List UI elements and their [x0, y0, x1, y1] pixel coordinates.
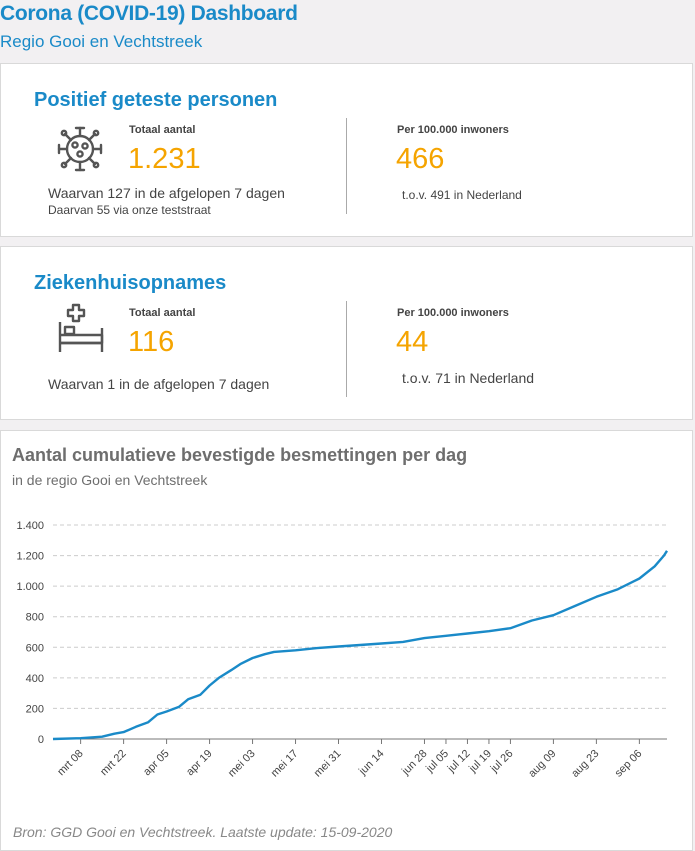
chart-title: Aantal cumulatieve bevestigde besmetting…	[12, 445, 468, 465]
source-note: Bron: GGD Gooi en Vechtstreek. Laatste u…	[13, 824, 393, 840]
y-tick-label: 800	[26, 612, 44, 624]
hospital-title: Ziekenhuisopnames	[34, 272, 227, 294]
positive-total-value: 1.231	[128, 143, 201, 175]
divider	[346, 301, 347, 397]
positive-per100k-note: t.o.v. 491 in Nederland	[402, 188, 522, 202]
x-tick-label: jul 05	[423, 748, 451, 776]
x-tick-label: mei 17	[269, 748, 301, 780]
divider	[346, 118, 347, 214]
hospital-per100k-label: Per 100.000 inwoners	[397, 307, 509, 319]
x-tick-label: mrt 22	[98, 748, 129, 779]
virus-icon	[57, 126, 103, 172]
y-tick-label: 1.000	[16, 581, 44, 593]
page-subtitle: Regio Gooi en Vechtstreek	[0, 32, 203, 51]
hospital-per100k-note: t.o.v. 71 in Nederland	[402, 370, 535, 386]
hospital-note-7days: Waarvan 1 in de afgelopen 7 dagen	[48, 376, 270, 392]
x-tick-label: apr 19	[184, 748, 215, 779]
y-tick-label: 1.200	[16, 551, 44, 563]
positive-note-teststraat: Daarvan 55 via onze teststraat	[48, 203, 211, 217]
hospital-total-value: 116	[128, 326, 175, 358]
y-tick-label: 600	[26, 642, 44, 654]
x-tick-label: jun 14	[356, 748, 386, 778]
hospital-per100k-value: 44	[396, 326, 429, 358]
chart-subtitle: in de regio Gooi en Vechtstreek	[12, 472, 208, 488]
x-tick-label: mei 31	[312, 748, 344, 780]
x-tick-label: apr 05	[141, 748, 172, 779]
x-tick-label: aug 09	[526, 748, 558, 780]
x-tick-label: jul 19	[466, 748, 494, 776]
cumulative-chart: 0 200 400 600 800 1.000 1.200 1.400 mrt 08 mrt 22…	[16, 520, 669, 780]
hospital-total-label: Totaal aantal	[129, 307, 196, 319]
x-tick-label: aug 23	[569, 748, 601, 780]
y-tick-label: 1.400	[16, 520, 44, 532]
positive-tests-card: Positief geteste personen Totaal aantal …	[0, 63, 693, 237]
x-tick-label: mrt 08	[55, 748, 86, 779]
page-title: Corona (COVID-19) Dashboard	[0, 2, 298, 25]
x-tick-label: sep 06	[613, 748, 645, 780]
hospital-card: Ziekenhuisopnames Totaal aantal 116 Waar…	[0, 246, 693, 420]
x-tick-label: jul 26	[488, 748, 516, 776]
positive-note-7days: Waarvan 127 in de afgelopen 7 dagen	[48, 185, 285, 201]
x-tick-label: mei 03	[226, 748, 258, 780]
x-tick-label: jun 28	[399, 748, 429, 778]
hospital-bed-icon	[58, 303, 104, 352]
positive-tests-title: Positief geteste personen	[34, 89, 278, 111]
positive-total-label: Totaal aantal	[129, 124, 196, 136]
positive-per100k-value: 466	[396, 143, 445, 175]
chart-card: Aantal cumulatieve bevestigde besmetting…	[0, 430, 693, 851]
y-tick-label: 0	[38, 734, 44, 746]
positive-per100k-label: Per 100.000 inwoners	[397, 124, 509, 136]
series-line	[52, 550, 669, 741]
y-tick-label: 400	[26, 673, 44, 685]
y-tick-label: 200	[26, 703, 44, 715]
x-tick-label: jul 12	[445, 748, 473, 776]
